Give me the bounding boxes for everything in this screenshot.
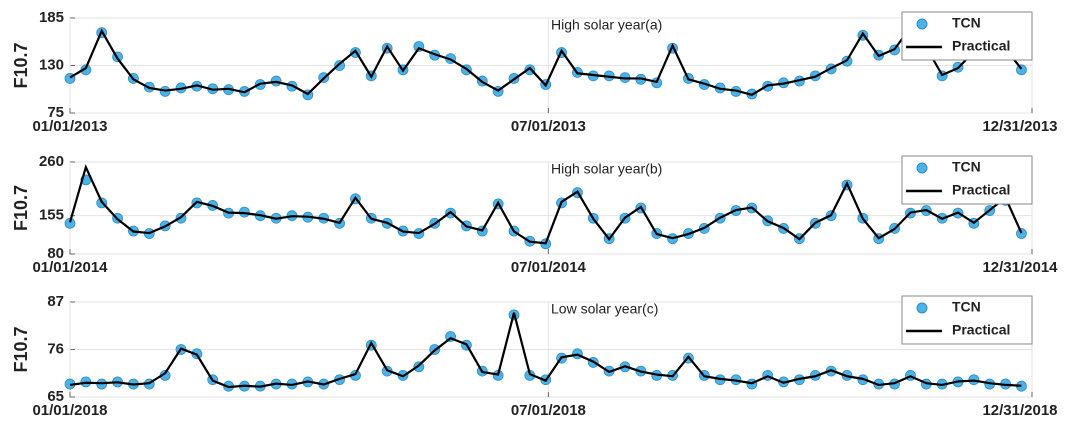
legend-label: Practical — [952, 322, 1010, 338]
y-axis-label: F10.7 — [11, 42, 31, 88]
data-line — [69, 25, 1023, 97]
x-tick-label: 12/31/2013 — [982, 118, 1057, 135]
legend-label: TCN — [952, 15, 981, 31]
x-tick-label: 07/01/2018 — [511, 402, 586, 419]
x-tick-label: 07/01/2014 — [511, 259, 587, 276]
y-tick-label: 75 — [47, 104, 64, 121]
panel: 65 76 87 01/01/2018 07/01/2018 12/31/2018 F10.… — [11, 293, 1058, 419]
x-tick-label: 01/01/2014 — [32, 259, 108, 276]
x-tick-label: 12/31/2014 — [982, 259, 1058, 276]
y-tick-label: 185 — [39, 9, 64, 26]
data-line — [68, 163, 1023, 245]
x-tick-label: 07/01/2013 — [511, 118, 586, 135]
y-tick-label: 80 — [47, 245, 64, 262]
y-axis-label: F10.7 — [11, 326, 31, 372]
data-line — [69, 312, 1022, 389]
legend-marker — [916, 302, 928, 314]
data-point — [1016, 228, 1027, 239]
annotation: High solar year(b) — [551, 161, 662, 177]
legend-label: TCN — [952, 299, 981, 315]
annotation: Low solar year(c) — [551, 301, 658, 317]
y-tick-label: 260 — [39, 153, 64, 170]
y-tick-label: 155 — [39, 207, 64, 224]
panel: 80 155 260 01/01/2014 07/01/2014 12/31/2014 F1… — [11, 153, 1058, 276]
x-tick-label: 01/01/2013 — [32, 118, 107, 135]
legend-label: Practical — [952, 182, 1010, 198]
y-tick-label: 76 — [47, 340, 64, 357]
panel: 75 130 185 01/01/2013 07/01/2013 12/31/2013 F1… — [11, 9, 1058, 135]
y-tick-label: 130 — [39, 56, 64, 73]
legend-label: TCN — [952, 159, 981, 175]
y-tick-label: 87 — [47, 293, 64, 310]
x-tick-label: 01/01/2018 — [32, 402, 107, 419]
legend-marker — [916, 18, 928, 30]
y-tick-label: 65 — [47, 388, 64, 405]
y-axis-label: F10.7 — [11, 185, 31, 231]
plot-area — [69, 161, 1033, 255]
annotation: High solar year(a) — [551, 17, 662, 33]
x-tick-label: 12/31/2018 — [982, 402, 1057, 419]
legend-marker — [916, 162, 928, 174]
legend-label: Practical — [952, 38, 1010, 54]
